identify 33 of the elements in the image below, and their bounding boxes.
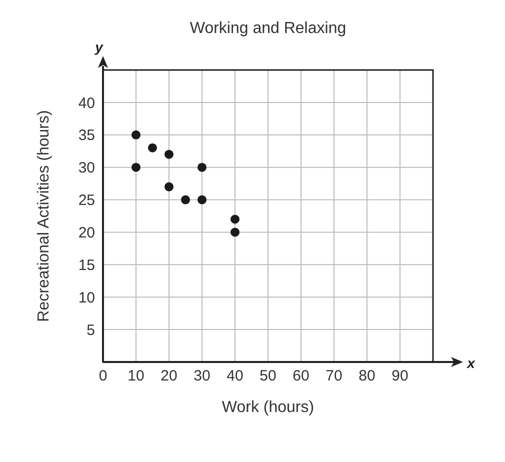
x-tick-label: 0 (98, 368, 108, 385)
y-tick-label: 10 (78, 289, 95, 306)
x-tick-label: 90 (392, 368, 408, 385)
y-tick-label: 15 (78, 256, 95, 274)
y-axis-title: Recreational Activities (hours) (36, 110, 53, 322)
y-tick-label: 40 (78, 94, 95, 112)
x-tick-label: 80 (358, 368, 376, 385)
y-tick-label: 20 (78, 224, 95, 242)
x-tick-label: 70 (326, 368, 342, 385)
point (197, 162, 207, 172)
x-tick-label: 30 (194, 368, 210, 385)
point (148, 143, 158, 152)
point (230, 228, 240, 237)
point (180, 195, 190, 204)
y-tick-label: 5 (86, 322, 95, 339)
x-tick-label: 50 (260, 368, 276, 385)
point (230, 214, 240, 224)
y-tick-label: 30 (78, 160, 95, 177)
x-tick-label: 40 (226, 368, 244, 385)
point (131, 130, 141, 140)
x-tick-label: 20 (160, 368, 178, 385)
text: y (94, 39, 104, 55)
point (164, 150, 174, 159)
x-axis-title: Work (hours) (222, 399, 314, 416)
x-tick-label: 10 (128, 368, 144, 385)
x-tick-label: 60 (292, 368, 310, 385)
chart-title: Working and Relaxing (188, 20, 348, 38)
y-tick-label: 25 (78, 192, 95, 210)
y-tick-label: 35 (78, 127, 95, 144)
point (197, 195, 207, 204)
point (131, 162, 141, 172)
point (164, 182, 174, 192)
text: x (466, 355, 476, 371)
